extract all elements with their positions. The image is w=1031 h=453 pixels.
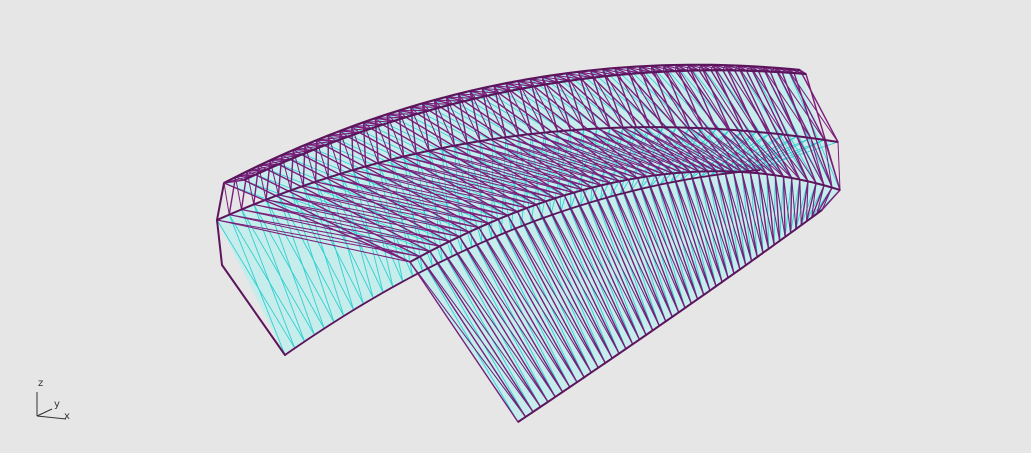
end-frame [217,183,224,220]
x-axis-label: x [64,412,70,422]
y-axis-line [37,409,52,416]
truss-geometry [217,65,840,422]
frame-diagonal [224,183,229,215]
axis-gizmo: z y x [30,376,80,426]
y-axis-label: y [54,400,60,410]
frame-member [340,131,341,174]
z-axis-label: z [38,379,43,389]
x-axis-line [37,416,66,419]
